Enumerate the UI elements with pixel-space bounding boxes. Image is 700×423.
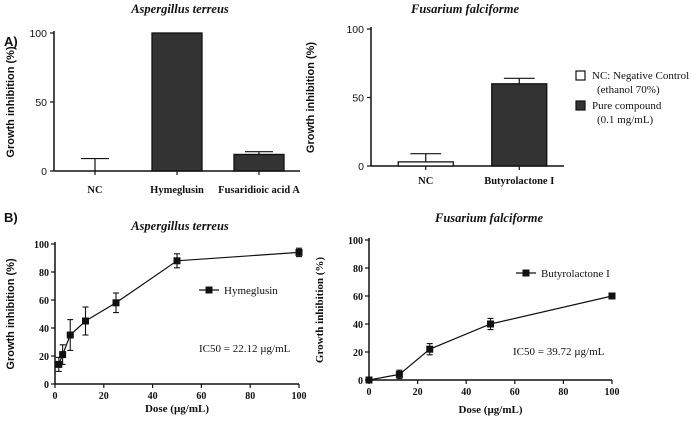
y-tick-label: 100 — [346, 24, 364, 36]
x-tick-label: 40 — [461, 387, 471, 398]
legend-label-pure-line1: Pure compound — [592, 100, 662, 112]
x-tick-label: 80 — [558, 387, 568, 398]
legend-marker — [522, 269, 530, 277]
y-axis-label: Growth inhibition (%) — [5, 258, 17, 370]
data-point — [55, 360, 63, 368]
x-tick-label: Fusaridioic acid A — [218, 185, 300, 196]
chart-title: Fusarium falciforme — [410, 2, 519, 16]
panel-label-b: B) — [4, 210, 18, 225]
y-tick-label: 60 — [353, 292, 363, 303]
x-axis-label: Dose (µg/mL) — [145, 403, 209, 415]
legend-label-pure-line2: (0.1 mg/mL) — [597, 114, 654, 126]
chart-title: Aspergillus terreus — [130, 2, 229, 16]
x-tick-label: 0 — [367, 387, 372, 398]
y-tick-label: 0 — [41, 166, 47, 178]
y-tick-label: 100 — [34, 240, 49, 251]
x-tick-label: Hymeglusin — [150, 185, 204, 196]
legend-marker — [205, 286, 213, 294]
x-tick-label: Butyrolactone I — [484, 176, 554, 187]
ic50-annotation: IC50 = 22.12 µg/mL — [199, 343, 291, 355]
legend-swatch-nc — [575, 70, 586, 81]
y-axis-label: Growth inhibition (%) — [314, 257, 326, 363]
data-point — [608, 292, 616, 300]
y-tick-label: 20 — [39, 352, 49, 363]
x-tick-label: 60 — [510, 387, 520, 398]
legend: NC: Negative Control (ethanol 70%) Pure … — [575, 70, 689, 126]
bar — [151, 32, 203, 172]
chart-dose-fusarium: Fusarium falciforme Growth inhibition (%)… — [314, 211, 620, 416]
chart-bar-fusarium: Fusarium falciforme Growth inhibition (%)… — [305, 2, 564, 187]
legend-label: Hymeglusin — [224, 285, 278, 297]
data-point — [173, 257, 181, 265]
legend-label-nc-line2: (ethanol 70%) — [597, 84, 660, 96]
x-tick-label: 100 — [292, 391, 307, 402]
data-point — [66, 331, 74, 339]
y-tick-label: 0 — [358, 376, 363, 387]
legend-label: Butyrolactone I — [541, 268, 610, 280]
x-tick-label: 20 — [413, 387, 423, 398]
data-point — [295, 248, 303, 256]
data-point — [426, 345, 434, 353]
bar — [233, 153, 285, 172]
data-point — [395, 370, 403, 378]
data-point — [59, 351, 67, 359]
legend-swatch-pure — [575, 100, 586, 111]
series-line — [368, 295, 613, 381]
x-tick-label: 60 — [196, 391, 206, 402]
bar — [491, 83, 548, 167]
x-axis-label: Dose (µg/mL) — [458, 404, 522, 416]
y-tick-label: 100 — [348, 236, 363, 247]
chart-bar-aspergillus: Aspergillus terreus Growth inhibition (%)… — [5, 2, 300, 196]
x-tick-label: NC — [87, 185, 102, 196]
y-tick-label: 0 — [358, 161, 364, 173]
y-axis-label: Growth inhibition (%) — [305, 42, 317, 154]
chart-title: Aspergillus terreus — [130, 219, 229, 233]
y-axis-label: Growth inhibition (%) — [5, 46, 17, 158]
chart-title: Fusarium falciforme — [434, 211, 543, 225]
y-tick-label: 20 — [353, 348, 363, 359]
data-point — [487, 320, 494, 328]
chart-dose-aspergillus: Aspergillus terreus Growth inhibition (%)… — [5, 219, 307, 415]
y-tick-label: 40 — [39, 324, 49, 335]
data-point — [112, 299, 120, 307]
y-tick-label: 40 — [353, 320, 363, 331]
y-tick-label: 80 — [39, 268, 49, 279]
legend-label-nc-line1: NC: Negative Control — [592, 70, 689, 82]
x-tick-label: NC — [418, 176, 433, 187]
bar — [397, 161, 454, 167]
x-tick-label: 20 — [99, 391, 109, 402]
data-point — [82, 317, 89, 325]
x-tick-label: 40 — [148, 391, 158, 402]
x-tick-label: 80 — [245, 391, 255, 402]
ic50-annotation: IC50 = 39.72 µg/mL — [513, 346, 605, 358]
x-tick-label: 100 — [605, 387, 620, 398]
data-point — [365, 376, 373, 384]
y-tick-label: 50 — [352, 93, 364, 105]
y-tick-label: 100 — [29, 28, 47, 40]
y-tick-label: 80 — [353, 264, 363, 275]
y-tick-label: 60 — [39, 296, 49, 307]
x-tick-label: 0 — [53, 391, 58, 402]
panel-label-a: A) — [4, 34, 18, 49]
y-tick-label: 50 — [35, 97, 47, 109]
y-tick-label: 0 — [44, 380, 49, 391]
